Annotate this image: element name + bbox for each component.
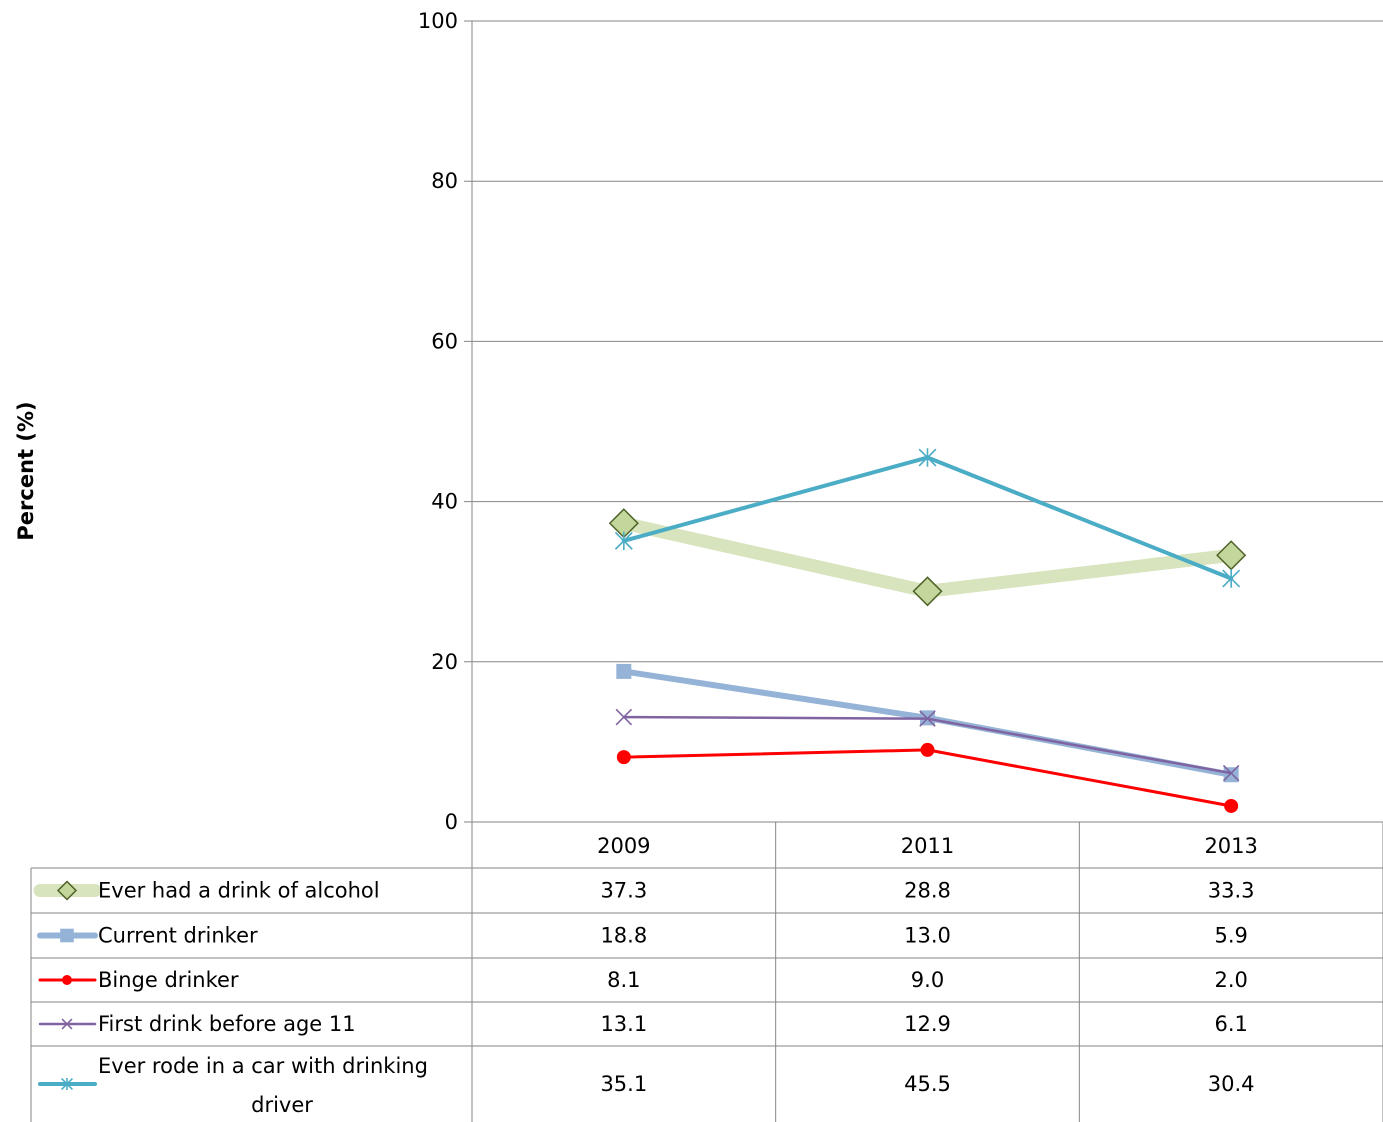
data-point <box>616 750 631 765</box>
x-tick-label: 2009 <box>597 834 650 858</box>
data-label: 18.8 <box>600 924 647 948</box>
data-point <box>614 531 633 551</box>
data-point <box>1216 540 1247 571</box>
legend-key-marker <box>56 880 78 901</box>
data-label: 13.0 <box>904 924 951 948</box>
data-label: 9.0 <box>911 968 944 992</box>
series-name: First drink before age 11 <box>98 1012 356 1036</box>
series-name: Binge drinker <box>98 968 239 992</box>
data-label: 30.4 <box>1208 1072 1255 1096</box>
data-point <box>615 708 633 726</box>
data-label: 6.1 <box>1214 1012 1247 1036</box>
y-axis-title: Percent (%) <box>14 401 38 540</box>
y-tick-label: 100 <box>418 9 458 33</box>
series-layer <box>608 448 1247 813</box>
y-axis: 0 20 40 60 80 100 <box>418 9 458 834</box>
series-5 <box>614 448 1241 588</box>
legend-key-marker <box>61 1018 73 1030</box>
data-label: 2.0 <box>1214 968 1247 992</box>
y-tick-label: 0 <box>445 810 458 834</box>
series-name: Ever rode in a car with drinking <box>98 1054 428 1078</box>
data-point <box>616 663 632 679</box>
data-label: 8.1 <box>607 968 640 992</box>
data-point <box>919 710 936 727</box>
data-label: 5.9 <box>1214 924 1247 948</box>
series-4 <box>615 708 1240 782</box>
data-point <box>1224 798 1239 813</box>
data-label: 35.1 <box>600 1072 647 1096</box>
data-point <box>1222 764 1240 782</box>
y-tick-label: 20 <box>431 650 458 674</box>
series-name: Current drinker <box>98 924 258 948</box>
series-2 <box>616 663 1239 783</box>
data-label: 33.3 <box>1208 879 1255 903</box>
data-label: 13.1 <box>600 1012 647 1036</box>
data-point <box>1222 569 1241 588</box>
legend-key-marker <box>60 928 74 943</box>
data-label: 28.8 <box>904 879 951 903</box>
x-tick-label: 2011 <box>901 834 954 858</box>
data-point <box>918 448 937 467</box>
data-table: 2009 2011 2013 Ever had a drink of alcohol 3… <box>30 822 1383 1122</box>
data-label: 12.9 <box>904 1012 951 1036</box>
data-label: 45.5 <box>904 1072 951 1096</box>
data-point <box>912 576 943 607</box>
series-name: Ever had a drink of alcohol <box>98 879 380 903</box>
legend-key-marker <box>62 975 72 985</box>
data-point <box>1223 767 1239 783</box>
data-point <box>920 742 935 757</box>
y-tick-label: 60 <box>431 329 458 353</box>
y-tick-label: 80 <box>431 169 458 193</box>
series-1 <box>608 508 1247 607</box>
data-label: 37.3 <box>600 879 647 903</box>
grid-lines <box>464 20 1383 823</box>
x-tick-label: 2013 <box>1204 834 1257 858</box>
series-3 <box>616 742 1239 813</box>
series-name: driver <box>251 1093 313 1117</box>
legend-key-marker <box>61 1078 73 1090</box>
y-tick-label: 40 <box>431 490 458 514</box>
